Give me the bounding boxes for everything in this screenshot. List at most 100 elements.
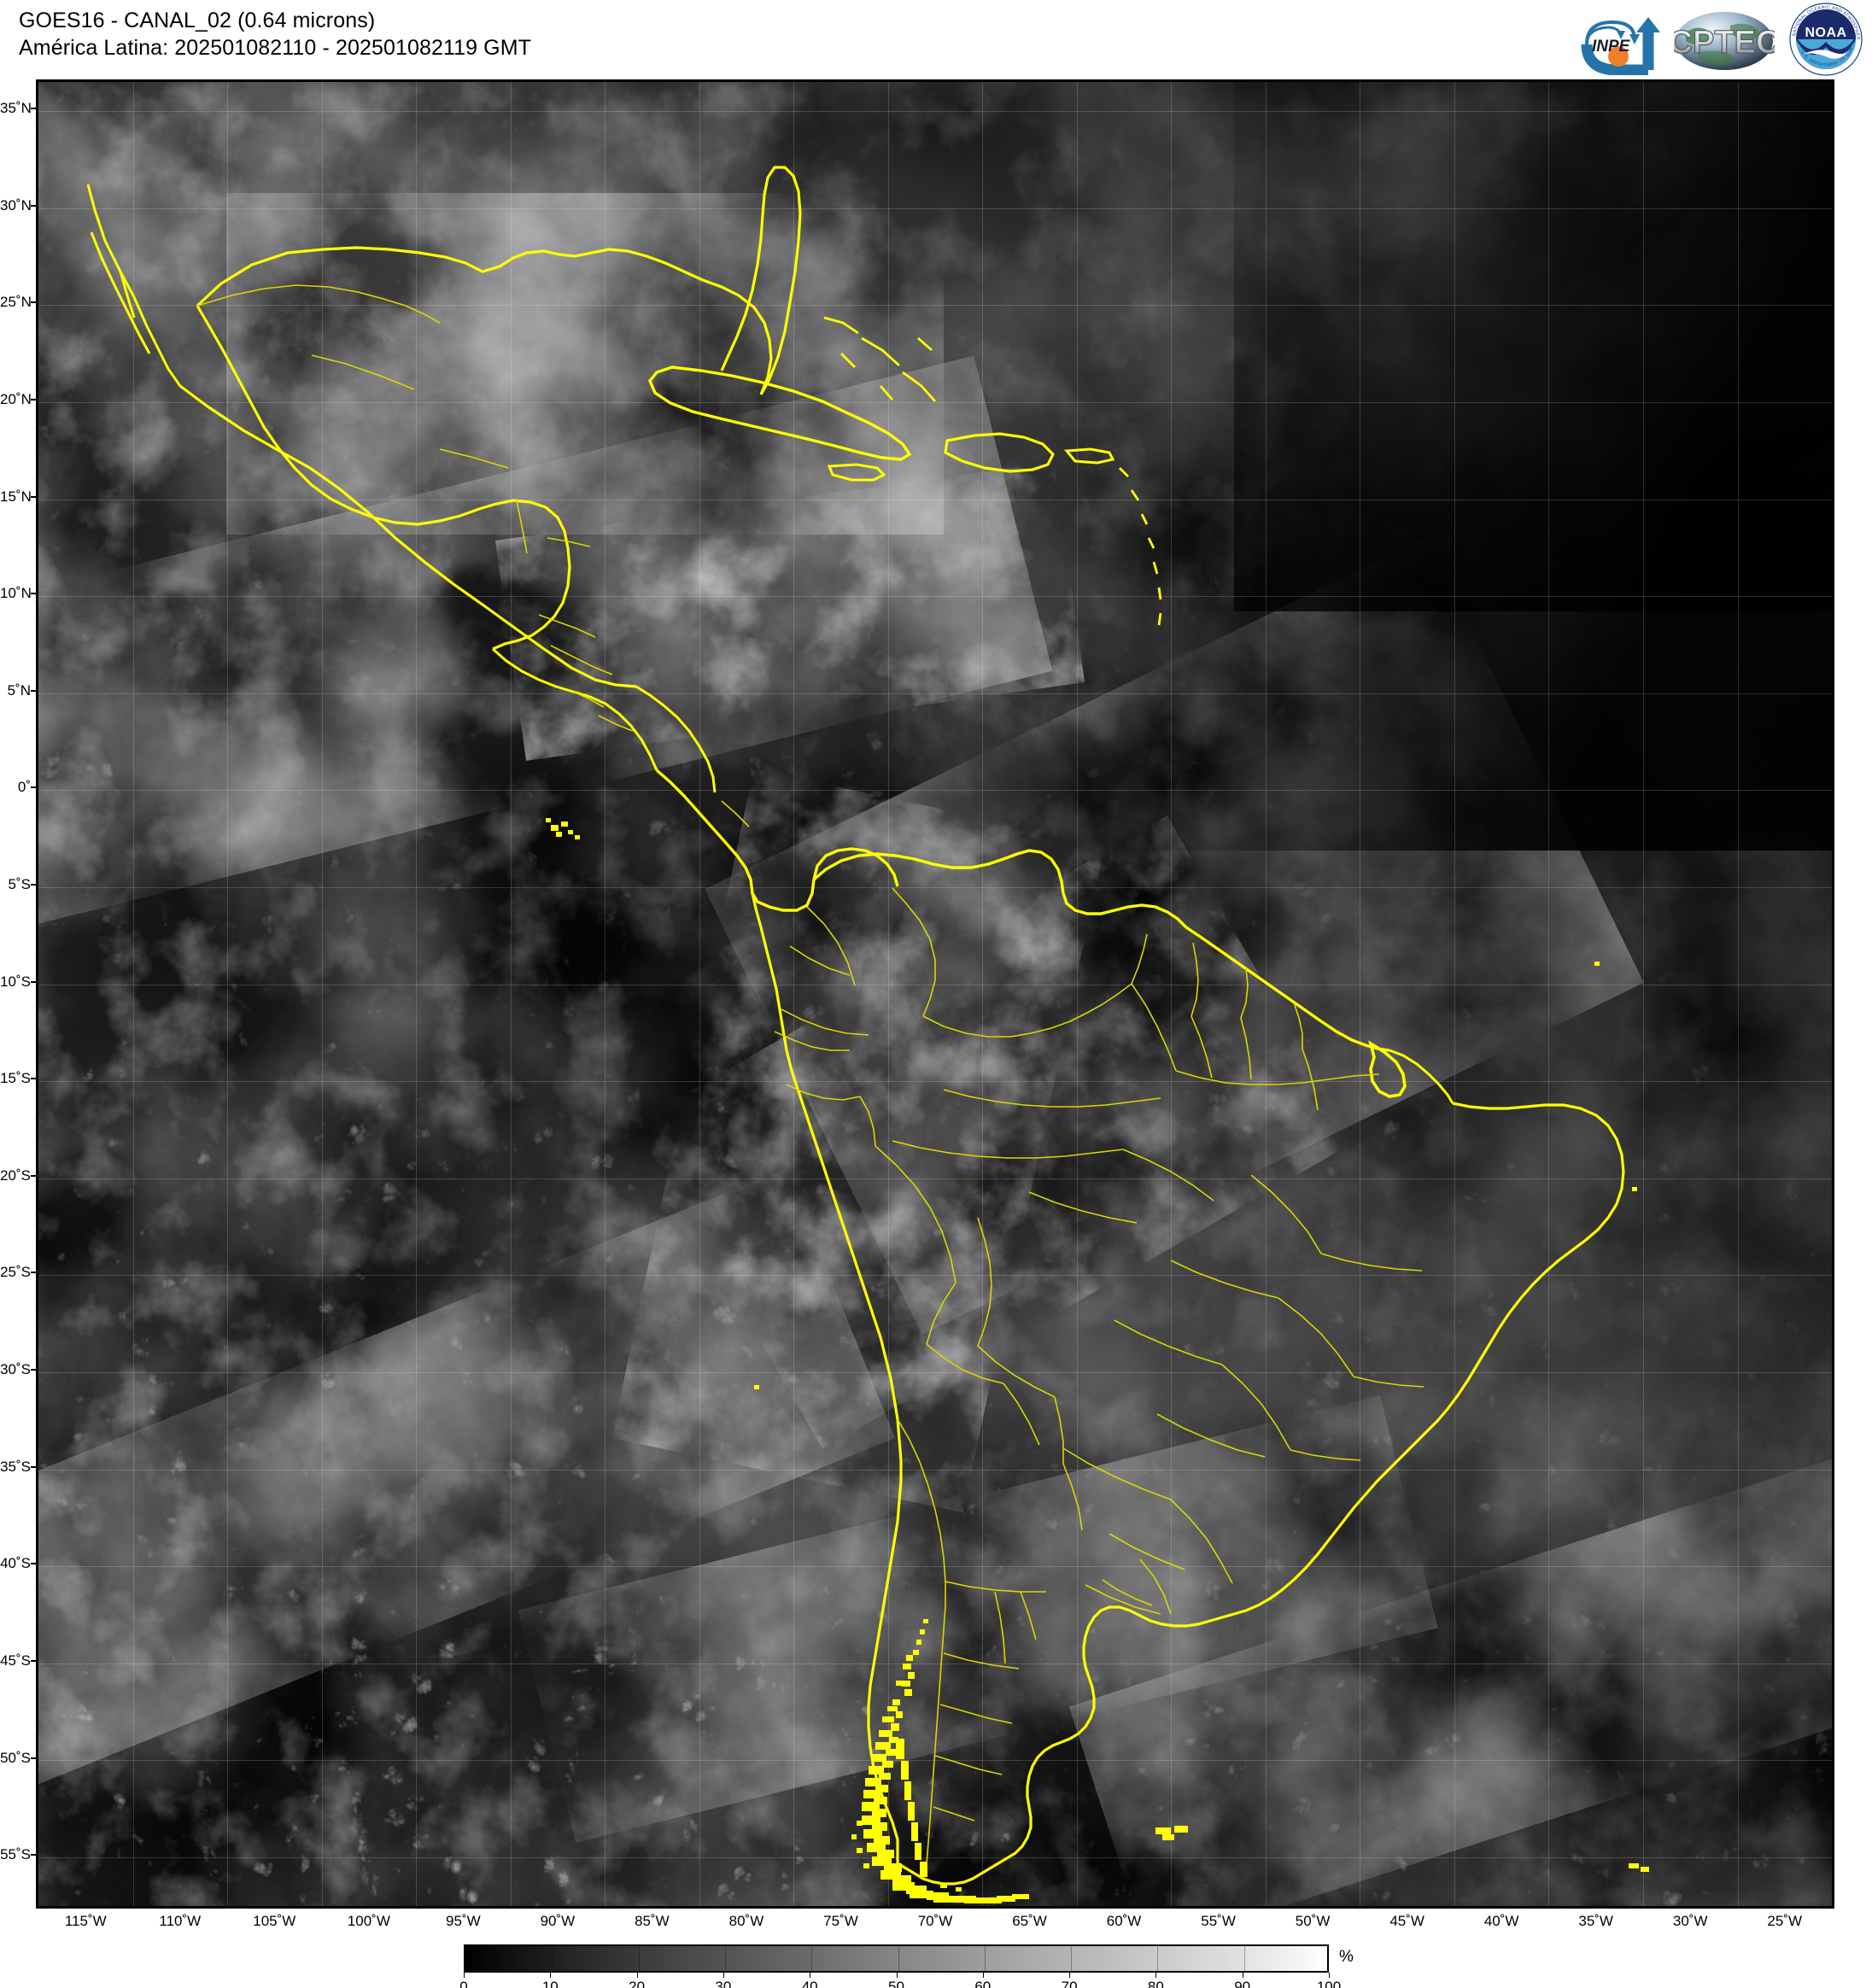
y-tick-label: 35˚N [0,100,32,117]
colorbar-tick-label: 60 [974,1979,992,1988]
y-tick-label: 30˚N [0,196,32,213]
y-tick-label: 0˚ [17,779,31,796]
y-tick-label: 50˚S [0,1749,31,1766]
y-tick-mark [31,1369,37,1371]
y-tick-mark [31,884,37,886]
colorbar-tick [1069,1973,1071,1978]
satellite-greyscale-field [38,82,1832,1906]
header: GOES16 - CANAL_02 (0.64 microns) América… [0,0,1872,79]
colorbar-tick-label: 70 [1061,1979,1078,1988]
x-tick-label: 50˚W [1295,1913,1331,1929]
colorbar-separator [724,1946,726,1971]
colorbar-track[interactable] [464,1944,1329,1973]
y-tick-label: 30˚S [0,1361,31,1378]
page-title: GOES16 - CANAL_02 (0.64 microns) [19,9,376,32]
colorbar[interactable]: % 0 10 20 30 40 50 60 70 80 90 100 [459,1944,1369,1988]
cptec-logo: CPTEC [1669,3,1780,75]
y-axis: 35˚N 30˚N 25˚N 20˚N 15˚N 10˚N 5˚N 0˚ 5˚S 10˚S 15˚S… [0,79,37,1909]
y-tick-label: 40˚S [0,1555,31,1572]
colorbar-separator [1071,1946,1073,1971]
coastline-boundary-overlay [86,166,1649,1903]
colorbar-separator [1243,1946,1245,1971]
colorbar-tick-label: 80 [1147,1979,1164,1988]
page-subtitle: América Latina: 202501082110 - 202501082… [19,36,532,60]
x-tick-label: 70˚W [917,1913,953,1929]
y-tick-mark [31,1272,37,1274]
colorbar-tick [1329,1973,1330,1978]
colorbar-separator [1157,1946,1159,1971]
y-tick-mark [31,980,37,983]
title-block: GOES16 - CANAL_02 (0.64 microns) América… [19,7,531,61]
x-tick-label: 90˚W [540,1913,576,1929]
colorbar-tick [896,1973,898,1978]
y-tick-mark [31,1465,37,1468]
colorbar-tick-label: 20 [629,1979,646,1988]
y-tick-mark [31,1174,37,1177]
colorbar-tick [1155,1973,1157,1978]
x-tick-label: 95˚W [446,1913,481,1929]
satellite-image-canvas[interactable] [38,82,1832,1906]
x-tick-label: 100˚W [347,1913,390,1929]
colorbar-tick [550,1973,552,1978]
y-tick-label: 15˚N [0,488,32,505]
y-tick-label: 25˚N [0,294,32,311]
y-tick-label: 5˚N [7,681,31,699]
x-tick-label: 60˚W [1106,1913,1142,1929]
x-tick-label: 75˚W [823,1913,858,1929]
noaa-logo: NOAA NATIONAL OCEANIC AND ATMOSPHERIC AD… [1785,0,1865,76]
x-tick-label: 110˚W [159,1913,202,1929]
y-tick-mark [31,398,37,401]
y-tick-mark [31,495,37,498]
colorbar-separator [898,1946,899,1971]
y-tick-mark [31,1563,37,1565]
map-plot-frame[interactable] [36,79,1834,1909]
y-tick-mark [31,593,37,595]
y-tick-mark [31,1078,37,1080]
colorbar-unit-label: % [1339,1948,1354,1966]
y-tick-label: 45˚S [0,1652,31,1669]
y-tick-mark [31,108,37,110]
y-tick-label: 55˚S [0,1846,31,1863]
colorbar-separator [984,1946,986,1971]
logo-group: INPE [1566,0,1865,77]
x-tick-label: 35˚W [1578,1913,1613,1929]
y-tick-label: 15˚S [0,1070,31,1087]
colorbar-tick-label: 40 [801,1979,818,1988]
colorbar-separator [811,1946,813,1971]
colorbar-tick-label: 10 [541,1979,559,1988]
y-tick-mark [31,1659,37,1662]
y-tick-mark [31,1757,37,1759]
y-tick-label: 35˚S [0,1458,31,1475]
colorbar-tick-label: 90 [1234,1979,1251,1988]
colorbar-gradient [465,1946,1327,1971]
colorbar-tick-label: 50 [888,1979,904,1988]
x-tick-label: 105˚W [253,1913,296,1929]
x-tick-label: 30˚W [1672,1913,1708,1929]
colorbar-tick-label: 0 [459,1979,468,1988]
colorbar-separator [552,1946,553,1971]
x-tick-label: 55˚W [1201,1913,1236,1929]
x-tick-label: 40˚W [1483,1913,1519,1929]
y-tick-mark [31,786,37,789]
inpe-logo: INPE [1566,3,1662,76]
colorbar-tick [722,1973,724,1978]
x-tick-label: 25˚W [1767,1913,1803,1929]
y-tick-mark [31,1854,37,1856]
x-tick-label: 85˚W [635,1913,670,1929]
colorbar-tick [636,1973,638,1978]
y-tick-label: 20˚S [0,1166,31,1184]
colorbar-tick [982,1973,984,1978]
x-tick-label: 80˚W [728,1913,764,1929]
svg-text:INPE: INPE [1592,38,1631,56]
y-tick-label: 20˚N [0,390,32,407]
y-tick-label: 25˚S [0,1264,31,1281]
y-tick-mark [31,204,37,207]
colorbar-tick-label: 30 [715,1979,732,1988]
svg-text:CPTEC: CPTEC [1674,25,1775,61]
y-tick-mark [31,689,37,692]
x-tick-label: 45˚W [1389,1913,1424,1929]
y-tick-label: 10˚N [0,585,32,602]
patagonia-coast-fragments [546,818,1649,1903]
colorbar-tick-label: 100 [1316,1979,1342,1988]
